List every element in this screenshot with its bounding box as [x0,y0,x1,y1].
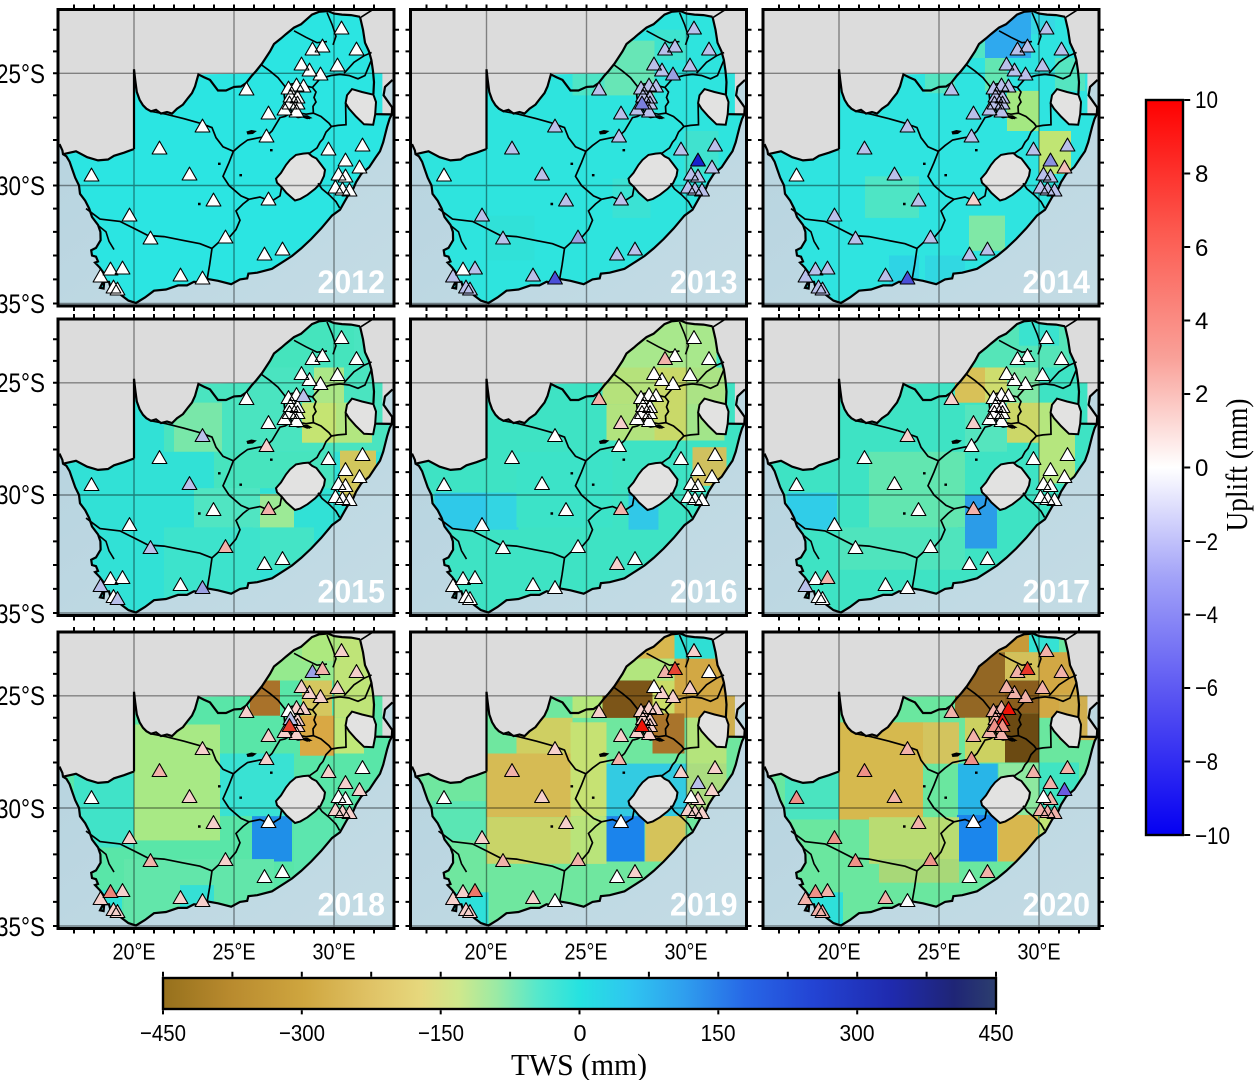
svg-text:25°E: 25°E [918,939,961,965]
svg-text:2: 2 [1195,381,1208,408]
svg-text:2014: 2014 [1023,264,1091,300]
svg-text:20°E: 20°E [818,939,861,965]
svg-text:30°S: 30°S [0,171,45,201]
svg-text:450: 450 [979,1020,1014,1046]
svg-text:Uplift (mm): Uplift (mm) [1219,399,1254,532]
svg-text:0: 0 [573,1020,586,1046]
svg-text:−2: −2 [1195,529,1218,556]
svg-text:0: 0 [1195,455,1208,482]
svg-text:25°E: 25°E [213,939,256,965]
svg-text:2013: 2013 [670,264,738,300]
svg-text:−10: −10 [1195,823,1230,850]
svg-text:−300: −300 [279,1020,325,1046]
svg-text:−4: −4 [1195,602,1218,629]
svg-text:300: 300 [840,1020,875,1046]
svg-text:30°E: 30°E [1018,939,1061,965]
svg-text:25°S: 25°S [0,368,45,398]
svg-text:2018: 2018 [318,887,386,923]
svg-text:−450: −450 [140,1020,186,1046]
svg-text:25°S: 25°S [0,59,45,89]
svg-text:6: 6 [1195,235,1208,262]
svg-text:2020: 2020 [1023,887,1091,923]
svg-text:8: 8 [1195,161,1208,188]
svg-text:2015: 2015 [318,574,386,610]
svg-text:25°S: 25°S [0,681,45,711]
svg-text:2017: 2017 [1023,574,1091,610]
svg-text:2016: 2016 [670,574,738,610]
svg-text:20°E: 20°E [465,939,508,965]
svg-text:30°S: 30°S [0,794,45,824]
svg-text:150: 150 [701,1020,736,1046]
svg-text:35°S: 35°S [0,599,45,629]
svg-text:−6: −6 [1195,675,1218,702]
svg-text:−150: −150 [418,1020,464,1046]
svg-text:30°E: 30°E [665,939,708,965]
svg-text:2019: 2019 [670,887,738,923]
svg-text:TWS (mm): TWS (mm) [511,1047,647,1080]
svg-text:−8: −8 [1195,749,1218,776]
svg-text:20°E: 20°E [113,939,156,965]
svg-text:30°E: 30°E [313,939,356,965]
svg-text:35°S: 35°S [0,912,45,942]
svg-text:2012: 2012 [318,264,386,300]
svg-text:10: 10 [1195,87,1218,114]
svg-text:30°S: 30°S [0,480,45,510]
svg-text:25°E: 25°E [565,939,608,965]
svg-text:4: 4 [1195,308,1208,335]
svg-text:35°S: 35°S [0,289,45,319]
